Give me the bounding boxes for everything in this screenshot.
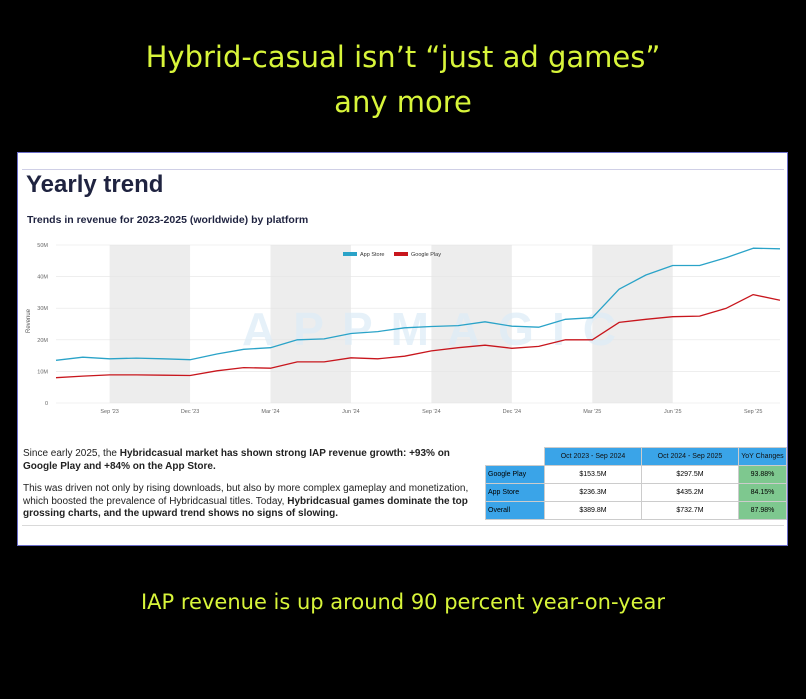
yoy-header-change: YoY Changes [737,447,788,466]
row-change: 93.88% [737,465,788,484]
table-row: App Store $236.3M $435.2M 84.15% [484,483,788,502]
x-tick-label: Sep '23 [100,409,118,415]
row-label: Overall [484,501,546,520]
x-tick-label: Jun '25 [664,409,682,415]
shaded-bands [109,245,673,403]
x-tick-label: Sep '25 [744,409,762,415]
row-value-2: $732.7M [640,501,739,520]
chart-subtitle: Trends in revenue for 2023-2025 (worldwi… [27,214,309,226]
shaded-band [592,245,673,403]
paragraph-growth: Since early 2025, the Hybridcasual marke… [23,448,450,472]
legend-swatch [343,252,357,256]
row-value-2: $297.5M [640,465,739,484]
y-axis-ticks: 0 10M 20M 30M 40M 50M [37,243,48,407]
card-inner-frame [22,169,784,526]
legend-swatch [394,252,408,256]
row-change: 84.15% [737,483,788,502]
series-lines [55,247,781,379]
y-tick-label: 40M [37,275,48,281]
headline-line-1: Hybrid-casual isn’t “just ad games” [145,40,661,74]
series-line-google-play [55,293,781,379]
legend-label: App Store [360,252,384,258]
yoy-table: Oct 2023 - Sep 2024 Oct 2024 - Sep 2025 … [484,447,788,520]
chart-grid [56,244,780,404]
series-line-app-store [55,247,781,361]
x-tick-label: Dec '23 [181,409,199,415]
watermark-text: APPMAGIC [242,303,634,355]
bottom-caption: IAP revenue is up around 90 percent year… [140,590,666,614]
row-value-1: $236.3M [544,483,642,502]
yoy-header-row: Oct 2023 - Sep 2024 Oct 2024 - Sep 2025 … [485,447,788,466]
row-change: 87.98% [737,501,788,520]
table-row: Google Play $153.5M $297.5M 93.88% [484,465,788,484]
y-tick-label: 20M [37,338,48,344]
y-tick-label: 0 [45,401,48,407]
y-tick-label: 10M [37,369,48,375]
x-tick-label: Jun '24 [342,409,360,415]
yoy-corner [485,447,545,466]
y-tick-label: 50M [37,243,48,249]
row-value-1: $389.8M [544,501,642,520]
y-tick-label: 30M [37,306,48,312]
revenue-line-chart: APPMAGIC 0 10M 20M 30M 40M 50M Revenue Sep '2… [26,243,781,415]
x-axis-ticks: Sep '23 Dec '23 Mar '24 Jun '24 Sep '24 Dec '… [100,409,762,415]
shaded-band [270,245,351,403]
chart-legend: App Store Google Play [343,252,441,258]
chart-card: Yearly trend Trends in revenue for 2023-… [17,152,788,546]
x-tick-label: Sep '24 [422,409,440,415]
table-row: Overall $389.8M $732.7M 87.98% [484,501,788,520]
row-value-1: $153.5M [544,465,642,484]
y-axis-label: Revenue [26,308,32,333]
headline-line-2: any more [334,85,472,119]
row-label: App Store [484,483,546,502]
row-value-2: $435.2M [640,483,739,502]
shaded-band [109,245,191,403]
yoy-header-period-1: Oct 2023 - Sep 2024 [544,447,642,466]
x-tick-label: Mar '25 [583,409,601,415]
yoy-header-period-2: Oct 2024 - Sep 2025 [640,447,739,466]
x-tick-label: Dec '24 [503,409,521,415]
x-tick-label: Mar '24 [261,409,279,415]
row-label: Google Play [484,465,546,484]
card-title: Yearly trend [26,171,164,198]
paragraph-drivers: This was driven not only by rising downl… [23,483,469,519]
legend-label: Google Play [411,252,441,258]
